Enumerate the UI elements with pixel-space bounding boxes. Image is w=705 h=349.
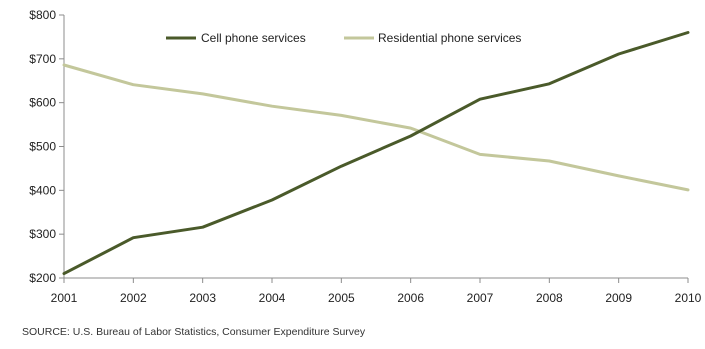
y-tick-label: $300 (29, 227, 56, 241)
x-tick-label: 2001 (51, 291, 78, 305)
x-tick-label: 2006 (397, 291, 424, 305)
source-note: SOURCE: U.S. Bureau of Labor Statistics,… (22, 326, 366, 338)
series-lines (62, 31, 690, 276)
y-tick-label: $800 (29, 8, 56, 22)
x-tick-label: 2004 (259, 291, 286, 305)
legend: Cell phone services Residential phone ser… (166, 31, 521, 45)
y-axis: $200 $300 $400 $500 $600 $700 $800 (29, 8, 65, 285)
x-tick-label: 2003 (189, 291, 216, 305)
y-tick-label: $500 (29, 140, 56, 154)
series-line-cell-phone-services (62, 31, 690, 276)
x-tick-label: 2008 (536, 291, 563, 305)
x-tick-label: 2010 (675, 291, 702, 305)
y-tick-label: $700 (29, 52, 56, 66)
legend-label-cell-phone-services: Cell phone services (201, 31, 306, 45)
x-tick-label: 2005 (328, 291, 355, 305)
series-line-residential-phone-services (62, 63, 690, 192)
x-tick-label: 2009 (605, 291, 632, 305)
x-axis: 2001 2002 2003 2004 2005 2006 2007 2008 2009 2010 (51, 277, 702, 305)
y-tick-label: $600 (29, 96, 56, 110)
y-tick-label: $200 (29, 271, 56, 285)
y-tick-label: $400 (29, 183, 56, 197)
legend-label-residential-phone-services: Residential phone services (378, 31, 521, 45)
x-tick-label: 2007 (467, 291, 494, 305)
x-tick-label: 2002 (120, 291, 147, 305)
